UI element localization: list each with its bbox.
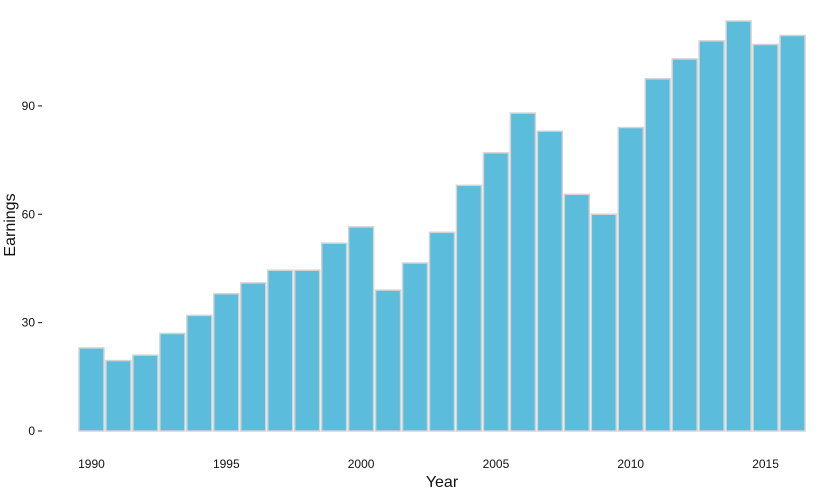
bar-2007 xyxy=(536,130,564,432)
bar-2006 xyxy=(509,112,537,432)
bar-2016 xyxy=(779,34,806,432)
bar-2015 xyxy=(752,43,779,432)
bar-2005 xyxy=(482,152,510,432)
bar-2000 xyxy=(347,226,375,432)
x-tick-label-1990: 1990 xyxy=(78,457,105,471)
x-axis-title: Year xyxy=(426,474,459,491)
x-axis: 1990 1995 2000 2005 2010 2015 xyxy=(78,457,779,471)
bar-2002 xyxy=(401,262,429,432)
y-axis: 0 30 60 90 xyxy=(22,99,42,438)
bar-2013 xyxy=(698,40,725,432)
bar-1993 xyxy=(159,332,186,432)
bar-2008 xyxy=(563,193,591,432)
x-tick-label-2010: 2010 xyxy=(617,457,644,471)
bar-2010 xyxy=(617,126,644,432)
y-tick-label-60: 60 xyxy=(22,207,36,221)
y-tick-label-0: 0 xyxy=(28,424,35,438)
y-tick-label-30: 30 xyxy=(22,316,36,330)
bar-1994 xyxy=(186,314,213,432)
bar-1998 xyxy=(293,269,321,432)
bar-2003 xyxy=(428,231,456,432)
bar-1997 xyxy=(266,269,294,432)
x-tick-label-2005: 2005 xyxy=(483,457,510,471)
x-tick-label-1995: 1995 xyxy=(213,457,240,471)
x-tick-label-2000: 2000 xyxy=(348,457,375,471)
bar-1999 xyxy=(320,242,348,432)
bar-2009 xyxy=(590,213,618,432)
bar-2012 xyxy=(671,58,698,432)
bar-2014 xyxy=(725,20,752,432)
bar-2004 xyxy=(455,184,483,432)
bar-1990 xyxy=(78,347,105,432)
x-tick-label-2015: 2015 xyxy=(752,457,779,471)
y-axis-title: Earnings xyxy=(2,193,19,256)
bar-2001 xyxy=(374,289,402,432)
y-tick-label-90: 90 xyxy=(22,99,36,113)
bar-1995 xyxy=(213,292,240,432)
bar-1992 xyxy=(132,354,159,432)
bar-2011 xyxy=(644,78,671,432)
bars-layer xyxy=(78,20,806,432)
bar-1996 xyxy=(240,282,267,432)
bar-1991 xyxy=(105,359,132,432)
